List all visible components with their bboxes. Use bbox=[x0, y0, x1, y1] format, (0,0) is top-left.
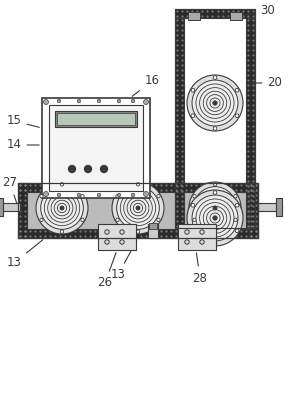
Circle shape bbox=[40, 218, 43, 222]
Text: 13: 13 bbox=[6, 240, 43, 270]
Circle shape bbox=[191, 88, 195, 92]
Circle shape bbox=[117, 193, 121, 197]
Circle shape bbox=[116, 218, 119, 222]
Circle shape bbox=[136, 230, 140, 233]
Text: 30: 30 bbox=[225, 4, 275, 18]
Circle shape bbox=[193, 218, 196, 222]
Circle shape bbox=[157, 195, 160, 198]
Bar bbox=[178, 224, 216, 250]
Circle shape bbox=[213, 216, 217, 220]
Bar bbox=[230, 12, 242, 20]
Text: 14: 14 bbox=[6, 138, 39, 151]
Bar bbox=[0, 198, 3, 216]
Circle shape bbox=[213, 101, 217, 105]
Circle shape bbox=[81, 218, 84, 222]
Circle shape bbox=[191, 204, 195, 207]
Circle shape bbox=[143, 99, 149, 105]
Circle shape bbox=[157, 218, 160, 222]
Bar bbox=[258, 203, 276, 211]
Circle shape bbox=[131, 193, 135, 197]
Circle shape bbox=[213, 76, 217, 79]
Bar bbox=[55, 111, 137, 127]
Circle shape bbox=[213, 230, 217, 233]
Text: 20: 20 bbox=[261, 202, 285, 215]
Circle shape bbox=[44, 191, 49, 196]
Circle shape bbox=[36, 182, 88, 234]
Bar bbox=[175, 9, 255, 228]
Circle shape bbox=[136, 183, 140, 186]
Circle shape bbox=[57, 193, 61, 197]
Bar bbox=[249, 183, 258, 238]
Circle shape bbox=[77, 99, 81, 103]
Bar bbox=[148, 224, 158, 238]
Bar bbox=[18, 183, 258, 192]
Circle shape bbox=[131, 99, 135, 103]
Circle shape bbox=[116, 195, 119, 198]
Text: 15: 15 bbox=[6, 114, 39, 127]
Circle shape bbox=[84, 165, 91, 173]
Circle shape bbox=[117, 99, 121, 103]
Bar bbox=[42, 98, 150, 198]
Text: 13: 13 bbox=[111, 241, 137, 281]
Circle shape bbox=[112, 182, 164, 234]
Circle shape bbox=[213, 206, 217, 210]
Circle shape bbox=[235, 229, 239, 233]
Circle shape bbox=[136, 206, 140, 210]
Circle shape bbox=[192, 80, 238, 126]
Circle shape bbox=[191, 229, 195, 233]
Text: 16: 16 bbox=[132, 75, 160, 96]
Circle shape bbox=[81, 195, 84, 198]
Circle shape bbox=[235, 204, 239, 207]
Circle shape bbox=[77, 193, 81, 197]
Circle shape bbox=[40, 195, 43, 198]
Circle shape bbox=[143, 191, 149, 196]
Circle shape bbox=[60, 183, 64, 186]
Bar bbox=[18, 183, 258, 238]
Bar bbox=[57, 113, 135, 125]
Circle shape bbox=[189, 182, 241, 234]
Circle shape bbox=[213, 127, 217, 130]
Bar bbox=[276, 198, 282, 216]
Bar bbox=[0, 203, 20, 211]
Bar bbox=[18, 229, 258, 238]
Circle shape bbox=[213, 242, 217, 245]
Circle shape bbox=[234, 218, 237, 222]
Text: 26: 26 bbox=[98, 253, 116, 290]
Circle shape bbox=[97, 99, 101, 103]
Bar bbox=[18, 183, 27, 238]
Circle shape bbox=[235, 88, 239, 92]
Circle shape bbox=[194, 187, 236, 230]
Bar bbox=[246, 18, 255, 228]
Circle shape bbox=[187, 75, 243, 131]
Circle shape bbox=[60, 230, 64, 233]
Circle shape bbox=[57, 99, 61, 103]
Circle shape bbox=[68, 165, 76, 173]
Circle shape bbox=[97, 193, 101, 197]
Text: 28: 28 bbox=[192, 253, 208, 285]
Bar bbox=[184, 18, 246, 228]
Circle shape bbox=[213, 183, 217, 186]
Bar bbox=[188, 12, 200, 20]
Circle shape bbox=[192, 195, 238, 241]
Bar bbox=[175, 9, 255, 18]
Circle shape bbox=[100, 165, 107, 173]
Circle shape bbox=[213, 191, 217, 195]
Bar bbox=[175, 192, 255, 228]
Bar bbox=[149, 223, 157, 229]
Circle shape bbox=[235, 114, 239, 118]
Circle shape bbox=[41, 187, 83, 230]
Circle shape bbox=[60, 206, 64, 210]
Bar bbox=[49, 105, 143, 191]
Bar bbox=[98, 224, 136, 250]
Circle shape bbox=[44, 99, 49, 105]
Circle shape bbox=[187, 190, 243, 246]
Bar bbox=[27, 192, 249, 229]
Circle shape bbox=[117, 187, 159, 230]
Text: 20: 20 bbox=[249, 77, 282, 90]
Circle shape bbox=[193, 195, 196, 198]
Circle shape bbox=[234, 195, 237, 198]
Circle shape bbox=[191, 114, 195, 118]
Text: 27: 27 bbox=[2, 176, 17, 204]
Bar bbox=[175, 18, 184, 228]
